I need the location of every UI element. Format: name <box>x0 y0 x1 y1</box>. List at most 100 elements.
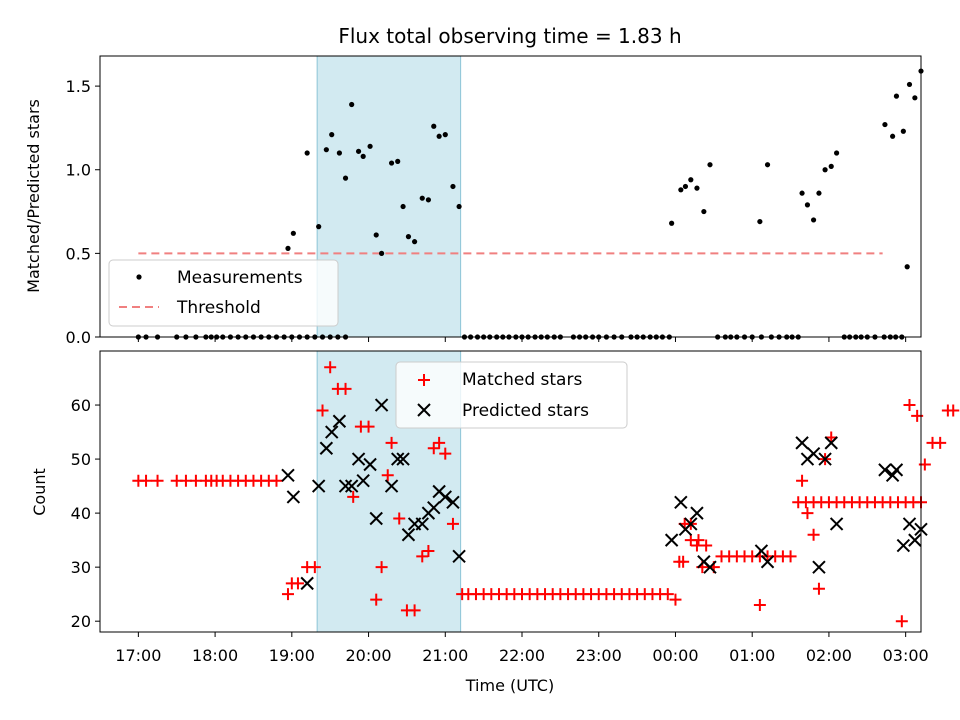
y-tick-label: 40 <box>71 504 91 523</box>
predicted-star-point <box>452 549 466 564</box>
predicted-star-point <box>795 436 809 450</box>
predicted-star-point <box>391 452 405 466</box>
top-y-ticks: 0.0 0.5 1.0 1.5 <box>66 77 100 347</box>
matched-star-point <box>690 539 703 552</box>
measurement-point <box>682 183 689 190</box>
matched-star-point <box>427 442 440 455</box>
matched-star-point <box>270 474 283 487</box>
predicted-star-point <box>889 463 904 477</box>
predicted-star-point <box>703 560 717 574</box>
measurement-point <box>329 132 335 138</box>
predicted-star-point <box>829 517 844 531</box>
x-tick-label: 03:00 <box>883 646 929 665</box>
y-tick-label: 60 <box>71 396 91 415</box>
matched-star-point <box>422 544 435 557</box>
bottom-axes-frame <box>99 350 922 633</box>
bottom-y-axis-label: Count <box>30 468 49 516</box>
measurement-point <box>701 208 707 215</box>
x-tick-label: 20:00 <box>345 646 391 665</box>
predicted-star-point <box>427 501 441 515</box>
x-tick-label: 21:00 <box>422 646 468 665</box>
measurement-point <box>285 245 291 251</box>
measurement-point <box>822 167 828 173</box>
matched-star-point <box>661 588 674 601</box>
matched-star-point <box>439 447 452 460</box>
measurement-point <box>388 160 395 166</box>
matched-star-point <box>801 507 814 520</box>
measurement-point <box>450 183 456 190</box>
predicted-star-point <box>438 490 452 504</box>
matched-star-point <box>370 593 383 606</box>
predicted-star-point <box>818 452 832 466</box>
predicted-star-point <box>896 538 911 553</box>
predicted-star-point <box>674 495 688 510</box>
legend-predicted-marker <box>417 403 431 417</box>
predicted-stars-points <box>281 398 928 591</box>
measurement-point <box>395 158 401 164</box>
measurement-point <box>400 203 406 210</box>
measurement-point <box>833 150 840 156</box>
measurement-point <box>431 123 437 129</box>
predicted-star-point <box>878 463 892 477</box>
predicted-star-point <box>369 511 383 526</box>
bottom-panel: 20 30 40 50 60 17:00 18:00 19:00 20:00 21:00 22:0… <box>30 350 960 695</box>
bottom-legend: Matched stars Predicted stars <box>395 361 628 429</box>
x-tick-label: 02:00 <box>806 646 852 665</box>
measurement-point <box>804 202 811 208</box>
measurement-point <box>904 264 910 270</box>
measurement-point <box>882 121 888 128</box>
measurement-point <box>425 197 431 203</box>
matched-star-point <box>362 420 375 433</box>
matched-star-point <box>347 490 360 503</box>
measurement-point <box>906 81 913 88</box>
measurement-point <box>419 195 425 201</box>
measurement-point <box>342 175 349 181</box>
y-tick-label: 30 <box>71 558 91 577</box>
matched-star-point <box>140 474 153 487</box>
top-panel: 0.0 0.5 1.0 1.5 Flux total observing time =… <box>24 24 924 347</box>
predicted-star-point <box>338 479 353 493</box>
matched-star-point <box>408 604 421 617</box>
y-tick-label: 0.0 <box>66 328 91 347</box>
y-tick-label: 1.5 <box>66 77 91 96</box>
measurement-point <box>810 217 817 223</box>
bottom-x-ticks: 17:00 18:00 19:00 20:00 21:00 22:00 23:00 00:00… <box>115 632 929 665</box>
y-tick-label: 0.5 <box>66 244 91 263</box>
legend-measurements-marker <box>136 274 142 280</box>
matched-star-point <box>673 555 686 568</box>
measurement-point <box>707 162 713 168</box>
matched-star-point <box>903 399 916 412</box>
legend-threshold-label: Threshold <box>176 298 261 318</box>
x-tick-label: 17:00 <box>115 646 161 665</box>
predicted-star-point <box>374 398 389 412</box>
measurement-point <box>456 203 462 210</box>
matched-star-point <box>385 436 398 449</box>
x-axis-label: Time (UTC) <box>465 676 554 695</box>
predicted-star-point <box>396 452 410 466</box>
legend-matched-label: Matched stars <box>462 370 582 390</box>
predicted-star-point <box>446 495 460 510</box>
matched-star-point <box>381 469 394 482</box>
x-tick-label: 00:00 <box>652 646 698 665</box>
x-tick-label: 22:00 <box>499 646 545 665</box>
predicted-star-point <box>754 544 769 558</box>
predicted-star-point <box>401 528 416 542</box>
y-tick-label: 1.0 <box>66 161 91 180</box>
measurement-point <box>378 250 385 256</box>
measurement-point <box>336 150 342 156</box>
predicted-star-point <box>902 517 917 531</box>
measurement-point <box>304 150 310 156</box>
matched-star-point <box>934 436 947 449</box>
top-axes-frame <box>99 55 922 338</box>
matched-star-point <box>339 382 352 395</box>
bottom-legend-box <box>395 361 628 429</box>
bottom-y-ticks: 20 30 40 50 60 <box>71 396 100 631</box>
matched-star-point <box>895 615 908 628</box>
measurement-point <box>669 220 675 226</box>
predicted-star-point <box>384 479 399 493</box>
measurement-point <box>764 162 771 168</box>
matched-star-point <box>446 517 459 530</box>
measurement-point <box>290 230 296 236</box>
y-tick-label: 20 <box>71 612 91 631</box>
